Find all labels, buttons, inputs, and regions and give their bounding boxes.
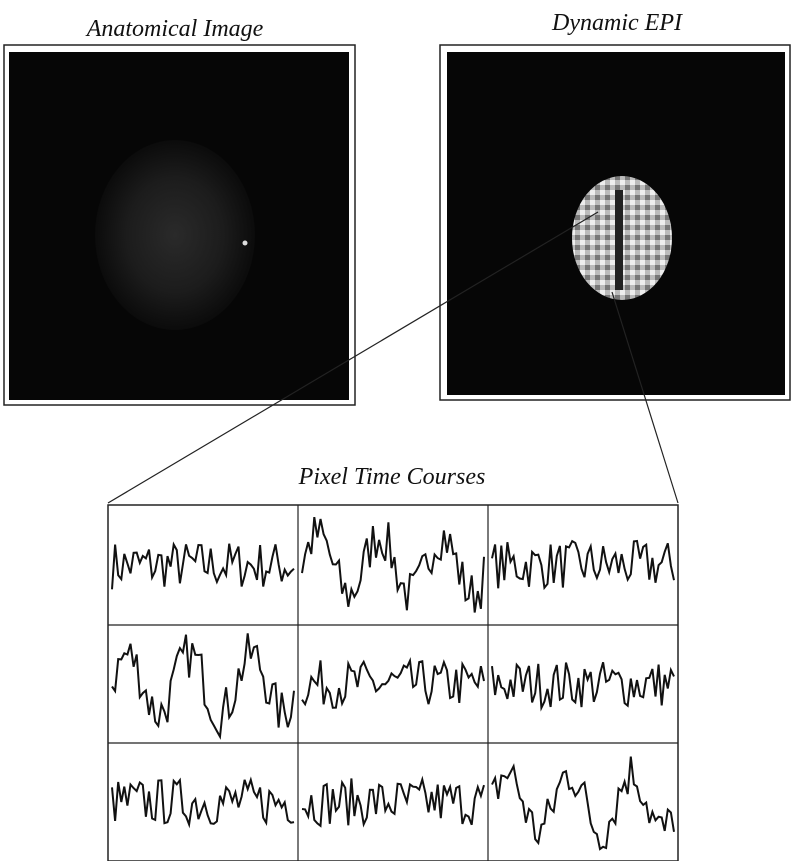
time-course-trace: [301, 775, 485, 828]
time-course-trace: [301, 657, 485, 709]
connector: [107, 211, 599, 504]
panel-title: Anatomical Image: [85, 16, 264, 42]
time-course-trace: [491, 662, 675, 712]
time-course-trace: [111, 541, 295, 590]
time-course-trace: [111, 776, 295, 829]
bright-spot: [242, 240, 248, 246]
time-course-trace: [301, 516, 485, 613]
connector: [611, 291, 679, 504]
epi-midline: [615, 190, 623, 290]
time-course-grid: [107, 504, 679, 861]
time-course-trace: [491, 539, 675, 591]
anatomy-blob: [95, 140, 255, 330]
panel-title: Dynamic EPI: [551, 10, 683, 36]
time-course-trace: [491, 756, 675, 851]
time-course-trace: [111, 633, 295, 740]
grid-title: Pixel Time Courses: [298, 464, 486, 490]
